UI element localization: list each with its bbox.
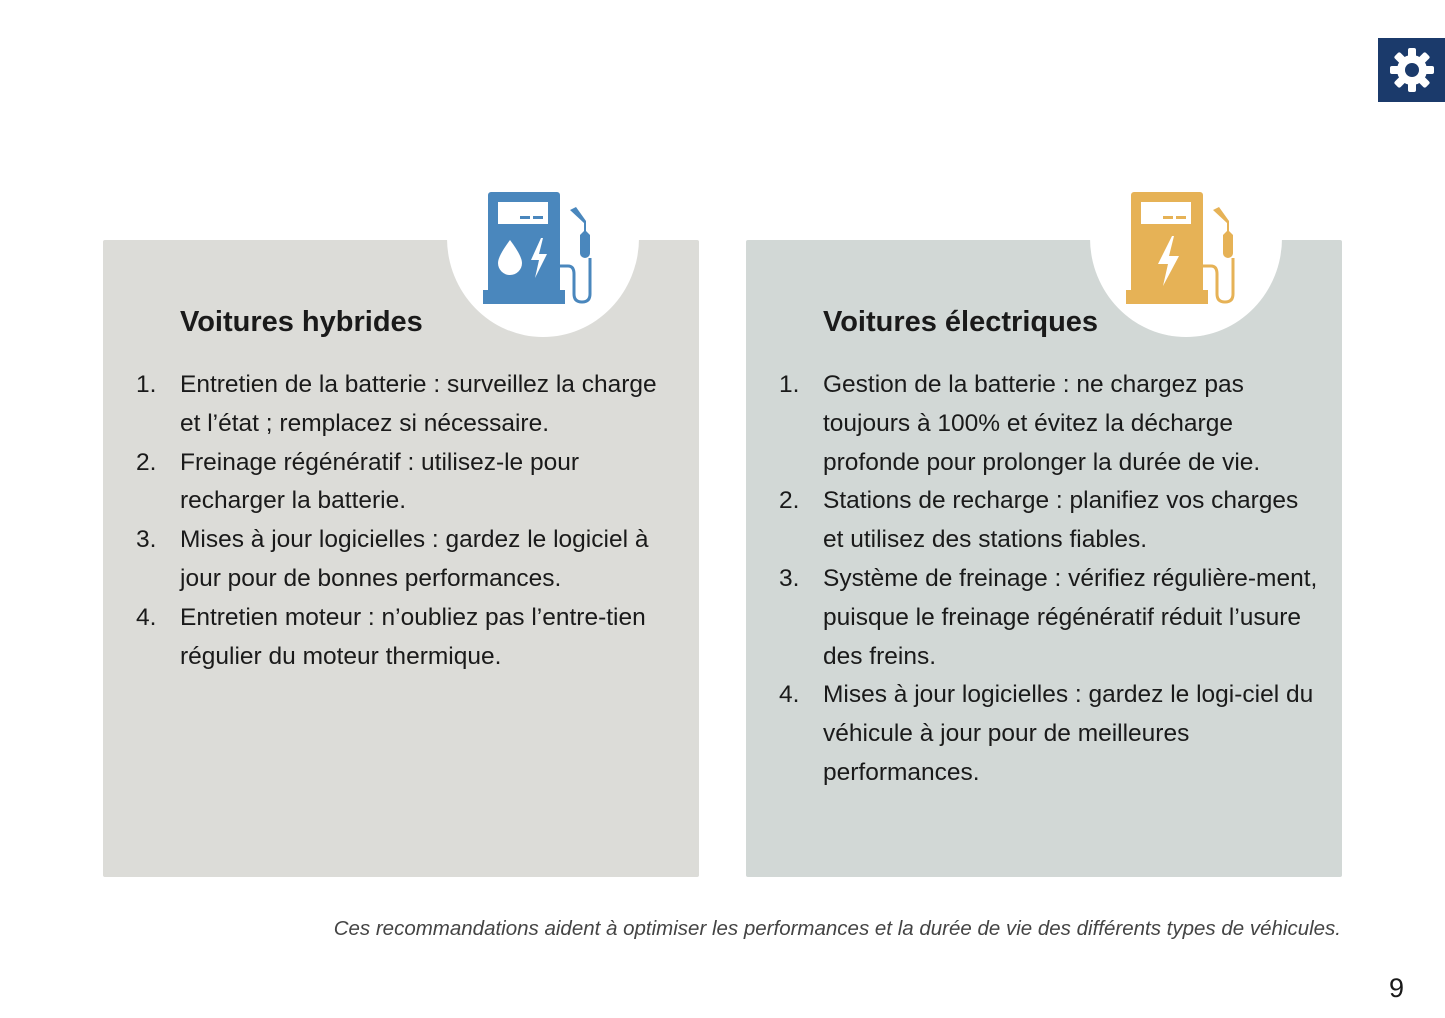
- hybrid-card: Voitures hybrides 1. Entretien de la batt…: [103, 139, 699, 877]
- hybrid-title: Voitures hybrides: [180, 306, 423, 338]
- list-item: 2. Freinage régénératif : utilisez-le pou…: [136, 448, 580, 515]
- electric-card: Voitures électriques 1. Gestion de la bat…: [746, 139, 1342, 877]
- electric-title: Voitures électriques: [823, 306, 1099, 338]
- footer-note: Ces recommandations aident à optimiser l…: [333, 917, 1341, 940]
- list-item: 4. Entretien moteur : n’oubliez pas l’ent…: [136, 603, 646, 670]
- electric-list: 1. Gestion de la batterie : ne chargez pa…: [779, 366, 1319, 793]
- list-item: 4. Mises à jour logicielles : gardez le l…: [779, 681, 1314, 786]
- charging-station-icon: [1126, 192, 1235, 304]
- gear-icon: [1378, 38, 1445, 102]
- list-item: 1. Gestion de la batterie : ne chargez pa…: [779, 371, 1261, 476]
- fuel-pump-hybrid-icon: [483, 192, 592, 304]
- hybrid-list: 1. Entretien de la batterie : surveillez …: [136, 366, 676, 676]
- list-item: 3. Mises à jour logicielles : gardez le l…: [136, 526, 649, 592]
- page-number: 9: [1389, 973, 1405, 1003]
- list-item: 3. Système de freinage : vérifiez réguliè…: [779, 564, 1318, 670]
- list-item: 2. Stations de recharge : planifiez vos c…: [779, 487, 1299, 554]
- list-item: 1. Entretien de la batterie : surveillez …: [136, 371, 657, 437]
